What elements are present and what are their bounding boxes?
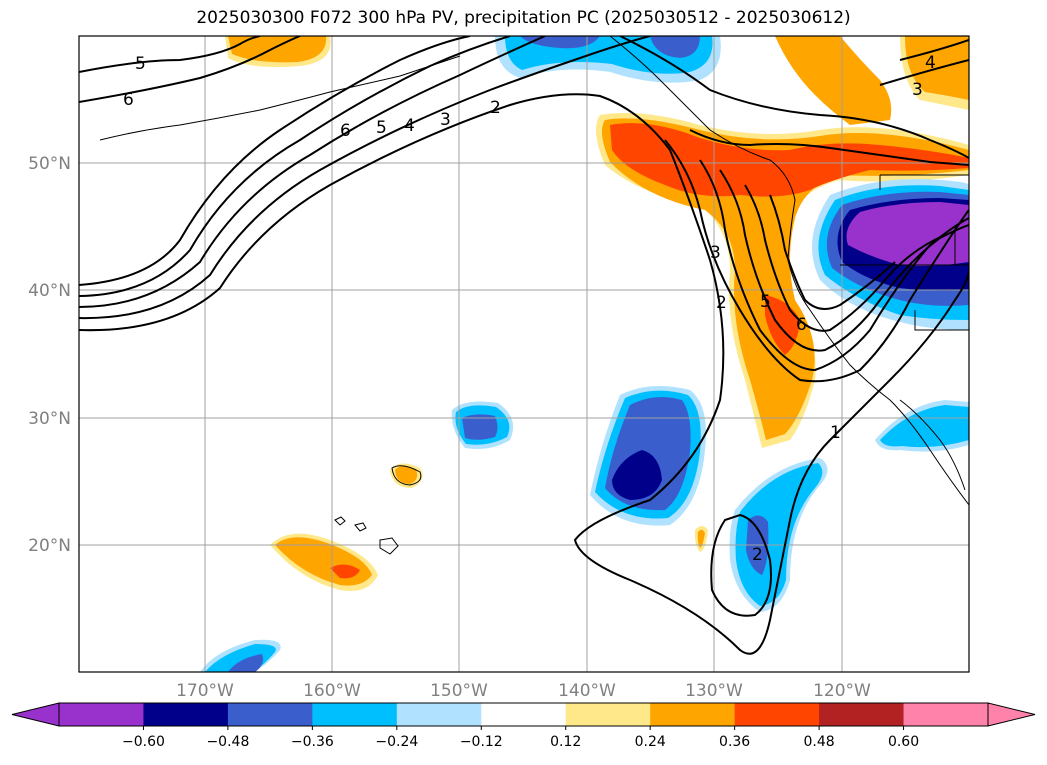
pv-contour-label: 3	[912, 80, 923, 100]
lon-label-120w: 120°W	[813, 681, 871, 701]
pv-contour-label: 6	[796, 315, 807, 335]
lon-label-130w: 130°W	[685, 681, 743, 701]
pv-contour-label: 4	[925, 53, 936, 73]
colorbar-tick-label: −0.48	[206, 734, 249, 750]
map-panel: 5 6 6 5 4 3 2 3 4 3 2 5 6 1 2	[79, 36, 969, 672]
colorbar-swatch	[227, 703, 313, 726]
colorbar-tick-label: −0.36	[291, 734, 334, 750]
colorbar: −0.60 −0.48 −0.36 −0.24 −0.12 0.12 0.24 0.36 0.4…	[11, 702, 1036, 750]
map-gridlines	[79, 36, 969, 672]
pv-contour-label: 2	[752, 545, 763, 565]
lat-label-50n: 50°N	[28, 154, 71, 174]
pv-contour-label: 1	[830, 423, 841, 443]
lon-label-160w: 160°W	[303, 681, 361, 701]
colorbar-tick-label: 0.36	[719, 734, 750, 750]
lon-label-150w: 150°W	[430, 681, 488, 701]
lat-label-40n: 40°N	[28, 281, 71, 301]
pv-contour-label: 3	[710, 243, 721, 263]
colorbar-swatch	[312, 703, 398, 726]
colorbar-swatch	[143, 703, 229, 726]
colorbar-swatch	[903, 703, 989, 726]
pv-contour-label: 3	[440, 110, 451, 130]
colorbar-tick-label: −0.12	[460, 734, 503, 750]
colorbar-swatch	[734, 703, 820, 726]
pv-contour-label: 5	[760, 292, 771, 312]
longitude-labels: 170°W 160°W 150°W 140°W 130°W 120°W	[176, 681, 871, 701]
colorbar-tick-label: 0.48	[804, 734, 835, 750]
colorbar-tick-label: 0.60	[888, 734, 919, 750]
colorbar-swatch	[819, 703, 905, 726]
colorbar-tick-label: −0.24	[375, 734, 418, 750]
map-frame	[78, 35, 970, 673]
colorbar-swatch	[59, 703, 144, 726]
lat-label-30n: 30°N	[28, 409, 71, 429]
pv-contour-label: 6	[123, 90, 134, 110]
pv-contour-label: 5	[135, 54, 146, 74]
colorbar-swatch	[396, 703, 482, 726]
colorbar-swatch	[481, 703, 567, 726]
colorbar-tick-label: 0.24	[635, 734, 666, 750]
pv-contour-labels: 5 6 6 5 4 3 2 3 4 3 2 5 6 1 2	[123, 53, 936, 565]
colorbar-tick-label: 0.12	[550, 734, 581, 750]
pv-contour-label: 6	[340, 121, 351, 141]
colorbar-extend-min	[11, 702, 60, 727]
precip-shading	[200, 36, 969, 672]
pv-contour-label: 5	[376, 118, 387, 138]
lon-label-170w: 170°W	[176, 681, 234, 701]
colorbar-swatch	[565, 703, 651, 726]
pv-contour-label: 4	[404, 116, 415, 136]
pv-contour-label: 2	[716, 293, 727, 313]
colorbar-border	[58, 702, 989, 727]
lat-label-20n: 20°N	[28, 536, 71, 556]
colorbar-tick-label: −0.60	[122, 734, 165, 750]
colorbar-swatch	[650, 703, 736, 726]
pv-contour-label: 2	[490, 98, 501, 118]
colorbar-extend-max	[987, 702, 1036, 727]
lon-label-140w: 140°W	[558, 681, 616, 701]
map-title: 2025030300 F072 300 hPa PV, precipitatio…	[196, 8, 851, 28]
pv-contours	[79, 36, 969, 655]
latitude-labels: 50°N 40°N 30°N 20°N	[28, 154, 71, 556]
